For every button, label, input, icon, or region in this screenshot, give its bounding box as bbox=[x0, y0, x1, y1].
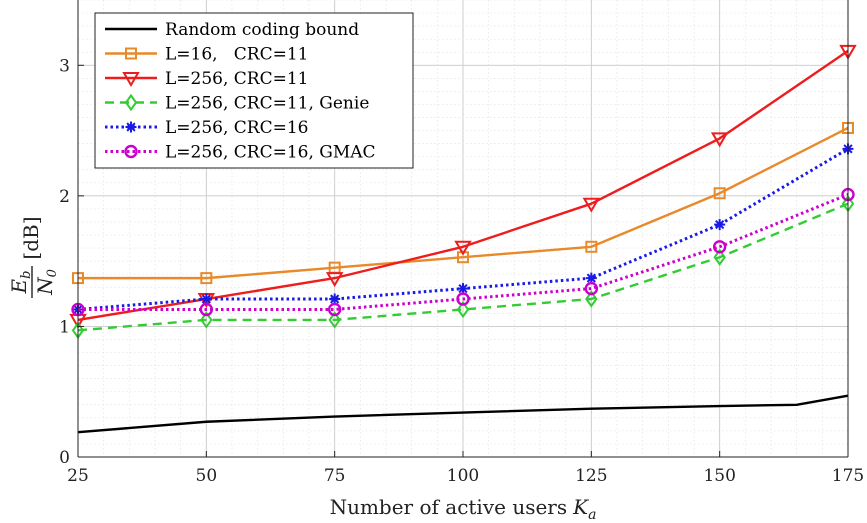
x-axis-label-sub: a bbox=[588, 507, 596, 523]
x-tick-label: 75 bbox=[324, 466, 346, 486]
legend-swatch-marker bbox=[122, 72, 140, 87]
series-line bbox=[77, 202, 849, 332]
legend-label: L=256, CRC=16, GMAC bbox=[165, 143, 376, 163]
asterisk-stroke bbox=[126, 122, 136, 132]
data-point bbox=[584, 281, 599, 296]
x-tick-label: 100 bbox=[447, 466, 479, 486]
y-tick-label: 0 bbox=[59, 448, 70, 468]
legend-swatch-marker bbox=[124, 93, 138, 112]
data-point bbox=[328, 311, 341, 329]
data-point bbox=[200, 272, 213, 285]
legend-label: Random coding bound bbox=[165, 20, 359, 40]
data-point bbox=[712, 240, 727, 254]
asterisk-stroke bbox=[201, 294, 211, 304]
x-tick-label: 125 bbox=[575, 466, 607, 486]
data-point bbox=[199, 302, 214, 317]
legend-box bbox=[94, 12, 414, 169]
legend-entry-0: Random coding bound bbox=[105, 20, 359, 40]
y-axis-label-numerator-sub: b bbox=[19, 271, 34, 279]
data-point bbox=[456, 292, 470, 306]
series-3 bbox=[71, 194, 855, 340]
asterisk-stroke bbox=[458, 283, 468, 294]
asterisk-stroke bbox=[330, 294, 340, 304]
legend-swatch-marker bbox=[125, 47, 137, 60]
series-line bbox=[77, 394, 849, 434]
y-axis-label: Eb N0 [dB] bbox=[7, 216, 60, 298]
data-point bbox=[327, 302, 342, 317]
axes bbox=[77, 0, 849, 458]
data-point bbox=[713, 248, 726, 266]
svg-text:N0: N0 bbox=[33, 269, 60, 296]
data-point bbox=[454, 240, 472, 256]
data-point bbox=[714, 219, 726, 231]
y-tick-label: 1 bbox=[59, 317, 70, 337]
data-point bbox=[200, 311, 213, 329]
y-axis-label-denominator: N bbox=[33, 276, 57, 296]
y-axis-label-unit: [dB] bbox=[19, 216, 43, 259]
legend: Random coding bound L=16, CRC=11 L=256, CR… bbox=[94, 12, 414, 169]
legend-swatch-marker bbox=[125, 121, 137, 133]
legend-label: L=256, CRC=11, Genie bbox=[165, 94, 369, 114]
legend-entry-1: L=16, CRC=11 bbox=[105, 45, 308, 65]
asterisk-stroke bbox=[715, 219, 725, 230]
y-tick-label: 3 bbox=[59, 56, 70, 76]
legend-entry-4: L=256, CRC=16 bbox=[105, 118, 308, 138]
series-line bbox=[78, 126, 849, 280]
legend-swatch-marker bbox=[124, 144, 138, 159]
x-axis-label-symbol: K bbox=[572, 495, 589, 519]
legend-entry-5: L=256, CRC=16, GMAC bbox=[105, 143, 376, 163]
data-point bbox=[456, 300, 470, 319]
series-5 bbox=[71, 187, 855, 317]
data-point bbox=[329, 293, 341, 305]
series-0 bbox=[77, 394, 849, 434]
x-tick-label: 25 bbox=[67, 466, 89, 486]
data-point bbox=[585, 272, 597, 284]
asterisk-stroke bbox=[586, 273, 596, 283]
series-layer bbox=[69, 44, 857, 434]
y-axis-label-numerator: E bbox=[7, 278, 31, 294]
x-axis-label: Number of active users Ka bbox=[330, 495, 597, 523]
legend-label: L=16, CRC=11 bbox=[165, 45, 308, 65]
data-point bbox=[585, 290, 598, 308]
y-axis-label-denominator-sub: 0 bbox=[45, 269, 60, 277]
legend-label: L=256, CRC=16 bbox=[165, 118, 308, 138]
legend-entry-2: L=256, CRC=11 bbox=[105, 69, 308, 89]
x-tick-label: 150 bbox=[703, 466, 735, 486]
data-point bbox=[710, 132, 729, 148]
data-point bbox=[457, 283, 469, 295]
data-point bbox=[325, 272, 344, 288]
x-axis-label-text: Number of active users bbox=[330, 495, 568, 519]
data-point bbox=[200, 293, 212, 305]
legend-label: L=256, CRC=11 bbox=[165, 69, 308, 89]
x-tick-label: 175 bbox=[832, 466, 864, 486]
x-tick-label: 50 bbox=[196, 466, 218, 486]
svg-text:Eb: Eb bbox=[7, 271, 34, 295]
data-point bbox=[585, 240, 598, 253]
series-line bbox=[78, 193, 849, 311]
data-point bbox=[713, 187, 726, 200]
tick-labels: 25 50 75 100 125 150 175 0 1 2 3 bbox=[59, 56, 864, 486]
series-4 bbox=[72, 143, 854, 315]
legend-entry-3: L=256, CRC=11, Genie bbox=[105, 94, 369, 114]
data-point bbox=[582, 197, 601, 213]
series-1 bbox=[72, 121, 854, 285]
y-tick-label: 2 bbox=[59, 187, 70, 207]
